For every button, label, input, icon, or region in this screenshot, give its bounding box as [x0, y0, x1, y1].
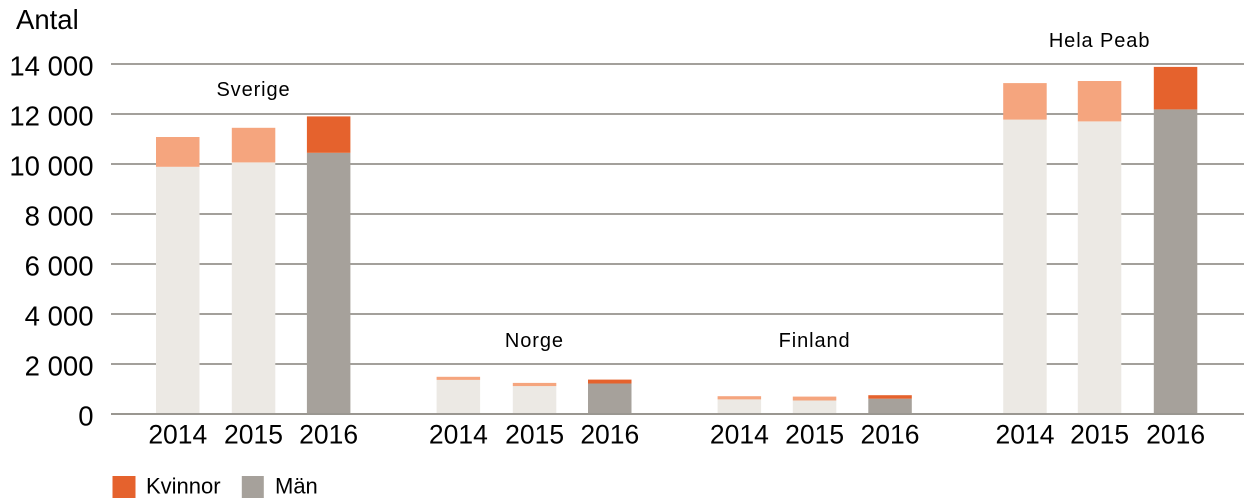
svg-text:Kvinnor: Kvinnor: [146, 474, 221, 499]
svg-text:Antal: Antal: [16, 4, 79, 35]
svg-text:2015: 2015: [505, 420, 564, 450]
svg-text:4 000: 4 000: [25, 301, 94, 332]
svg-text:2014: 2014: [710, 420, 769, 450]
svg-text:2016: 2016: [861, 420, 920, 450]
svg-text:2 000: 2 000: [25, 351, 94, 382]
svg-text:2016: 2016: [1146, 420, 1205, 450]
svg-text:2014: 2014: [996, 420, 1055, 450]
svg-text:10 000: 10 000: [9, 151, 93, 182]
svg-text:6 000: 6 000: [25, 251, 94, 282]
svg-text:0: 0: [78, 401, 93, 432]
svg-text:2015: 2015: [785, 420, 844, 450]
svg-text:2016: 2016: [299, 420, 358, 450]
svg-text:8 000: 8 000: [25, 201, 94, 232]
svg-text:2014: 2014: [429, 420, 488, 450]
svg-text:Norge: Norge: [505, 330, 564, 352]
svg-text:2015: 2015: [1070, 420, 1129, 450]
svg-text:2016: 2016: [580, 420, 639, 450]
svg-text:2014: 2014: [148, 420, 207, 450]
svg-text:Hela Peab: Hela Peab: [1049, 30, 1151, 52]
svg-text:2015: 2015: [224, 420, 283, 450]
svg-text:Män: Män: [275, 474, 318, 499]
svg-text:Finland: Finland: [779, 330, 851, 352]
svg-text:14 000: 14 000: [9, 51, 93, 82]
svg-text:Sverige: Sverige: [216, 79, 290, 101]
svg-text:12 000: 12 000: [9, 101, 93, 132]
